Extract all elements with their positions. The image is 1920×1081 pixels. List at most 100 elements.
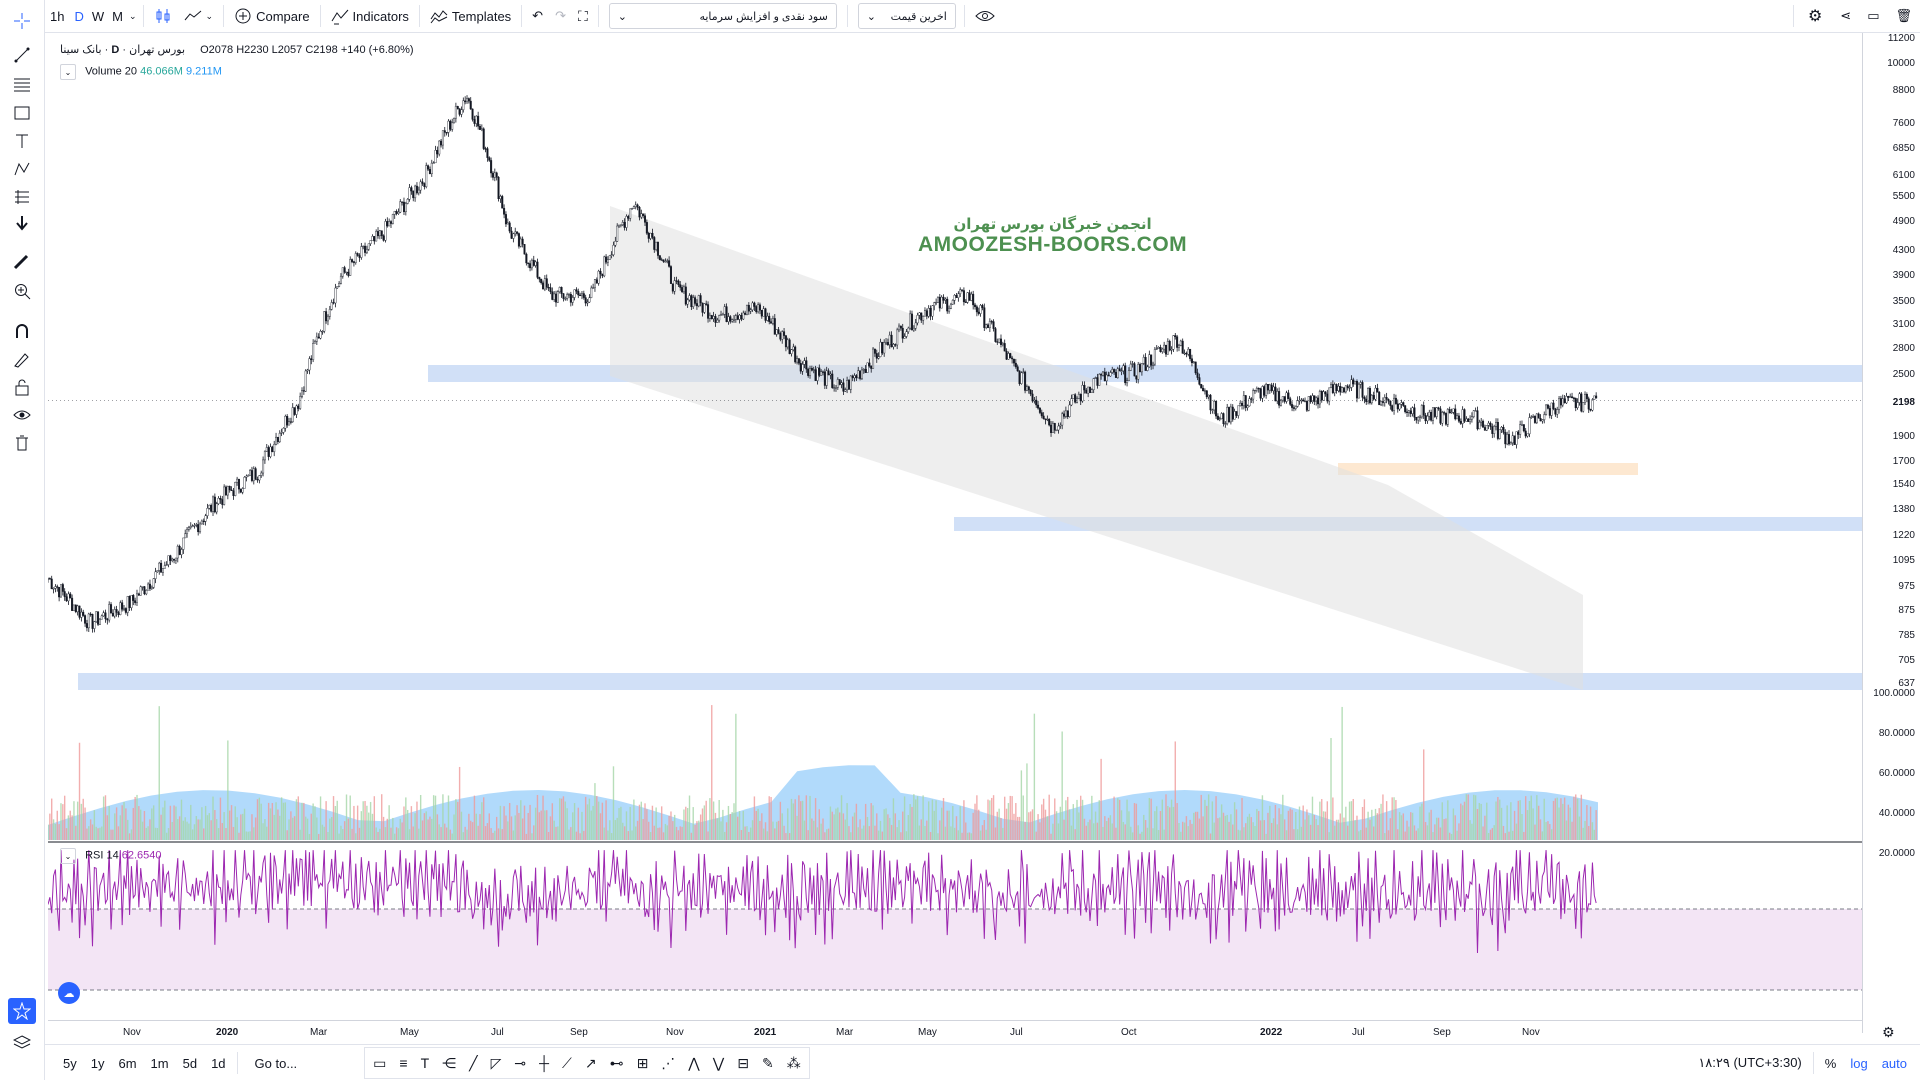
hide-tool[interactable] [8,402,36,428]
volume-bar [735,713,737,840]
clock[interactable]: ۱۸:۲۹ (UTC+3:30) [1691,1055,1808,1071]
redo-button[interactable]: ↷ [549,0,572,32]
templates-button[interactable]: Templates [424,0,517,32]
candle-body [1444,412,1447,425]
fullscreen-button[interactable]: ⛶ [572,0,594,32]
compare-button[interactable]: Compare [228,0,315,32]
candle-body [859,370,862,379]
candle-body [797,358,800,364]
fib-tool[interactable] [8,72,36,98]
cross-line-icon[interactable]: ┼ [539,1055,550,1071]
patterns-tool[interactable] [8,156,36,182]
visibility-button[interactable] [969,0,1001,32]
brush-icon[interactable]: ✎ [762,1054,774,1071]
percent-toggle[interactable]: % [1818,1056,1844,1071]
volume-bar [269,808,272,840]
elliott-icon[interactable]: ⋁ [712,1054,725,1071]
arrow-line-icon[interactable]: ↗ [584,1054,597,1071]
range-1m[interactable]: 1m [144,1056,176,1071]
range-5d[interactable]: 5d [176,1056,204,1071]
collapse-toggle[interactable]: ⌄ [60,64,76,80]
price-source-dropdown[interactable]: ⌄ اخرین قیمت [857,3,956,29]
horizontal-line-icon[interactable]: ⊷ [609,1054,624,1071]
candle-body [621,222,624,225]
fib-icon[interactable]: ≡ [399,1055,408,1071]
settings-button[interactable]: ⚙ [1798,0,1832,32]
log-toggle[interactable]: log [1843,1056,1874,1071]
callout-icon[interactable]: ◸ [490,1054,502,1071]
rectangle-icon[interactable]: ▭ [373,1054,387,1071]
interval-w[interactable]: W [88,0,108,32]
candle-body [608,255,611,260]
volume-bar [889,817,891,840]
range-5y[interactable]: 5y [56,1056,84,1071]
text-tool[interactable] [8,128,36,154]
price-chart[interactable] [48,33,1862,1033]
trendline-tool[interactable] [8,42,36,68]
auto-toggle[interactable]: auto [1875,1056,1914,1071]
tv-logo[interactable]: ☁ [58,982,80,1004]
drawing-mode-tool[interactable] [8,346,36,372]
resistance-zone-orange[interactable] [1338,463,1638,475]
volume-bar [343,821,346,840]
object-tree-tool[interactable] [8,1030,36,1056]
range-1d[interactable]: 1d [204,1056,232,1071]
chart-area[interactable]: بانک سینا · D · بورس تهران O2078 H2230 L… [48,33,1862,1033]
favorites-tool[interactable] [8,998,36,1024]
candle-body [588,297,591,303]
collapse-toggle[interactable]: ⌄ [60,848,76,864]
symbol-name[interactable]: بانک سینا [60,44,102,56]
remove-drawings-tool[interactable] [8,430,36,456]
zoom-tool[interactable] [8,278,36,304]
text-icon[interactable]: T [420,1055,430,1071]
pattern-icon[interactable]: ⋰ [661,1054,676,1071]
pitchfork-icon[interactable]: ⋲ [442,1054,457,1071]
interval-1h[interactable]: 1h [44,0,70,32]
candle-body [582,293,585,298]
candle-body [1589,408,1592,411]
lock-tool[interactable] [8,374,36,400]
prediction-tool[interactable] [8,184,36,210]
path-icon[interactable]: ⟋ [562,1054,572,1071]
magnet-tool[interactable] [8,318,36,344]
horizontal-ray-icon[interactable]: ⊸ [514,1054,527,1071]
indicators-button[interactable]: Indicators [325,0,415,32]
interval-dropdown[interactable]: ⌄ [127,0,139,32]
frame-icon[interactable]: ⊞ [636,1054,649,1071]
chart-type-button[interactable] [148,0,178,32]
goto-button[interactable]: Go to... [248,1056,305,1071]
price-range-icon[interactable]: ⊟ [737,1054,749,1071]
shapes-tool[interactable] [8,100,36,126]
events-dropdown[interactable]: ⌄ سود نقدی و افزایش سرمایه [608,3,837,29]
abcd-icon[interactable]: ⋀ [688,1054,700,1071]
volume-bar [1398,812,1401,840]
time-axis[interactable]: Nov 2020 Mar May Jul Sep Nov 2021 Mar May Jul Oct 20… [48,1020,1862,1045]
price-axis[interactable]: 11200 10000 8800 7600 6850 6100 5500 4900 4300 39… [1862,33,1920,1033]
screenshot-button[interactable]: ▭ [1859,0,1887,32]
candle-body [885,342,888,344]
volume-bar [1467,794,1469,840]
nodes-icon[interactable]: ⁂ [786,1054,801,1071]
support-zone-lower[interactable] [78,673,1862,690]
interval-d[interactable]: D [70,0,87,32]
undo-button[interactable]: ↶ [526,0,549,32]
volume-bar [204,805,207,840]
axis-settings-button[interactable]: ⚙ [1882,1024,1895,1041]
candle-body [58,587,61,598]
line-type-button[interactable]: ⌄ [178,0,220,32]
candle-body [167,555,170,565]
arrow-tool[interactable] [8,210,36,236]
candle-body [226,486,229,496]
crosshair-tool[interactable] [8,8,36,34]
range-1y[interactable]: 1y [84,1056,112,1071]
descending-channel[interactable] [610,206,1583,690]
delete-button[interactable]: 🗑 [1887,0,1920,32]
candle-body [747,304,750,312]
trendline-icon[interactable]: ╱ [469,1054,478,1071]
share-button[interactable]: ⋖ [1832,0,1859,32]
ruler-tool[interactable] [8,250,36,276]
range-6m[interactable]: 6m [111,1056,143,1071]
candle-body [48,578,50,580]
volume-bar [1267,812,1269,840]
interval-m[interactable]: M [108,0,127,32]
